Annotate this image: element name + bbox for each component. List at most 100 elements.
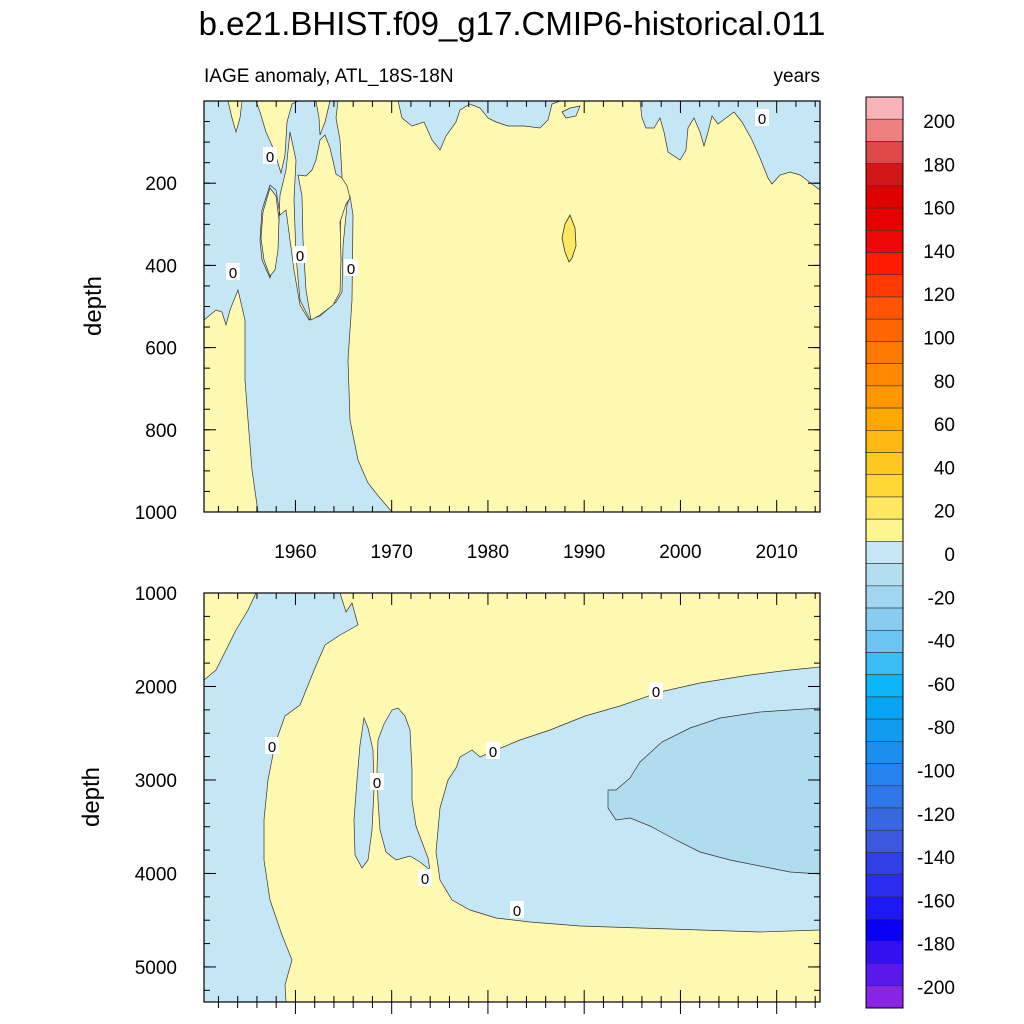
colorbar: 200180160140120100806040200-20-40-60-80-… [865,96,955,1009]
contour-label-box [263,147,277,164]
colorbar-box [865,963,904,987]
x-tick-label: 1960 [274,542,316,563]
colorbar-label: 100 [923,329,955,350]
colorbar-label: 20 [934,502,955,523]
contour-label-box [486,742,500,759]
left-subtitle: IAGE anomaly, ATL_18S-18N [204,66,454,87]
colorbar-label: -120 [917,805,955,826]
colorbar-box [865,785,904,809]
x-tick-label: 2010 [756,542,798,563]
y-tick-label: 1000 [135,584,177,605]
colorbar-box [865,629,904,653]
contour-label-box [265,737,279,754]
colorbar-box [865,341,904,364]
lower-blue-region-left [203,592,359,1003]
colorbar-frame [865,96,904,1009]
colorbar-box [865,363,904,387]
contour-label: 0 [347,261,355,278]
colorbar-box [865,518,904,542]
colorbar-box [865,118,904,142]
lower-blue-lens-left [353,716,375,869]
colorbar-label: 200 [923,112,955,133]
colorbar-box [865,696,904,720]
colorbar-label: 140 [923,242,955,263]
colorbar-label: -80 [928,718,955,739]
colorbar-label: 160 [923,199,955,220]
contour-label: 0 [652,684,660,701]
colorbar-box [865,829,904,853]
colorbar-box [865,163,904,187]
colorbar-label: -140 [917,848,955,869]
contour-label: 0 [421,871,429,888]
colorbar-label: -180 [917,935,955,956]
colorbar-box [865,541,904,564]
contour-label-box [755,109,769,126]
colorbar-box [865,318,904,342]
colorbar-box [865,385,904,409]
colorbar-box [865,852,904,875]
colorbar-box [865,252,904,276]
colorbar-box [865,274,904,298]
contour-label: 0 [296,248,304,265]
colorbar-box [865,585,904,609]
upper-positive-oval [561,214,577,263]
colorbar-label: -60 [928,675,955,696]
colorbar-label: -100 [917,762,955,783]
contour-label: 0 [758,111,766,128]
colorbar-label: 120 [923,285,955,306]
colorbar-label: 180 [923,155,955,176]
right-subtitle: years [774,66,820,87]
contour-label: 0 [266,149,274,166]
contour-label: 0 [268,739,276,756]
upper-blue-fringe-right [639,100,821,191]
y-tick-label: 3000 [135,771,177,792]
upper-yellow-lens-mid [297,134,351,321]
contour-label-box [649,682,663,699]
contour-label: 0 [513,903,521,920]
upper-y-axis-label: depth [80,276,107,336]
contour-label-box [293,246,307,263]
colorbar-box [865,429,904,453]
colorbar-box [865,296,904,320]
x-tick-label: 1970 [371,542,413,563]
colorbar-label: 0 [944,545,955,566]
y-tick-label: 2000 [135,677,177,698]
colorbar-label: 60 [934,415,955,436]
upper-panel: 0 0 0 0 0 200 400 600 800 1000 [135,100,821,524]
colorbar-box [865,207,904,231]
contour-label-box [226,263,240,280]
colorbar-box [865,763,904,787]
y-tick-label: 400 [145,256,177,277]
lower-panel-frame [203,592,821,1003]
colorbar-box [865,141,904,164]
colorbar-box [865,874,904,898]
colorbar-box [865,96,904,120]
contour-label-box [344,259,358,276]
y-tick-label: 5000 [135,958,177,979]
contour-label: 0 [489,744,497,761]
lower-panel: 0 0 0 0 0 0 1000 2000 3000 4000 5000 [135,584,821,1014]
colorbar-box [865,230,904,253]
y-tick-label: 4000 [135,864,177,885]
colorbar-box [865,718,904,742]
colorbar-box [865,896,904,920]
colorbar-box [865,985,904,1009]
colorbar-label: -20 [928,588,955,609]
colorbar-label: -160 [917,891,955,912]
colorbar-box [865,741,904,764]
colorbar-label: -40 [928,632,955,653]
x-tick-label: 1990 [563,542,605,563]
colorbar-box [865,185,904,209]
colorbar-label: -200 [917,978,955,999]
y-tick-label: 200 [145,174,177,195]
x-tick-label: 2000 [659,542,701,563]
lower-blue-lens-right [376,707,431,871]
contour-label: 0 [229,265,237,282]
upper-yellow-lens-left [260,187,280,277]
chart-title: b.e21.BHIST.f09_g17.CMIP6-historical.011 [199,5,826,42]
contour-label-box [370,773,384,790]
colorbar-box [865,474,904,498]
colorbar-label: 80 [934,372,955,393]
contour-label-box [418,869,432,886]
